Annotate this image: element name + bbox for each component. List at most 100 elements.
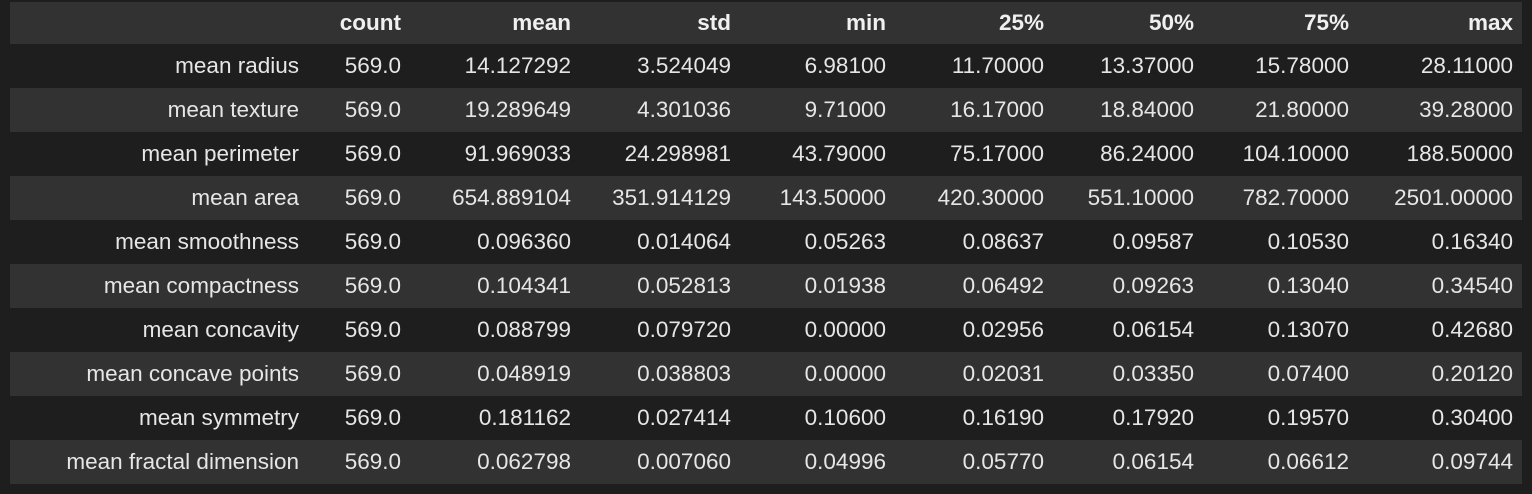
table-cell: 0.104341 [477,273,571,298]
table-cell: 0.00000 [804,361,886,386]
row-label: mean concave points [86,361,299,386]
table-cell: 0.05263 [804,229,886,254]
table-cell: 14.127292 [464,53,571,78]
table-cell: 569.0 [344,229,401,254]
row-label: mean fractal dimension [66,449,299,474]
table-row: mean perimeter 569.0 91.969033 24.298981 43.… [10,132,1522,176]
table-cell: 569.0 [344,53,401,78]
table-cell: 569.0 [344,141,401,166]
table-cell: 0.096360 [477,229,571,254]
row-label: mean smoothness [115,229,299,254]
table-cell: 11.70000 [951,53,1044,78]
table-cell: 569.0 [344,185,401,210]
describe-table: count mean std min 25% 50% 75% max mean radius 5… [10,2,1522,484]
table-cell: 0.088799 [477,317,571,342]
table-cell: 0.30400 [1431,405,1513,430]
table-cell: 0.038803 [637,361,731,386]
table-cell: 2501.00000 [1394,185,1513,210]
table-cell: 6.98100 [804,53,886,78]
table-cell: 569.0 [344,361,401,386]
table-cell: 43.79000 [792,141,886,166]
index-header [10,2,308,44]
table-cell: 0.13040 [1267,273,1349,298]
table-cell: 0.10530 [1267,229,1349,254]
table-cell: 86.24000 [1100,141,1194,166]
table-cell: 0.10600 [804,405,886,430]
row-label: mean compactness [103,273,299,298]
table-cell: 0.09744 [1431,449,1513,474]
table-cell: 13.37000 [1100,53,1194,78]
table-row: mean fractal dimension 569.0 0.062798 0.007… [10,440,1522,484]
table-cell: 0.062798 [477,449,571,474]
dataframe-output: count mean std min 25% 50% 75% max mean radius 5… [10,2,1522,484]
table-cell: 569.0 [344,273,401,298]
row-label: mean perimeter [141,141,299,166]
table-cell: 0.014064 [637,229,731,254]
table-cell: 188.50000 [1406,141,1513,166]
column-header: min [845,10,886,35]
table-cell: 0.01938 [804,273,886,298]
table-cell: 420.30000 [937,185,1044,210]
table-cell: 75.17000 [950,141,1044,166]
header-row: count mean std min 25% 50% 75% max [10,2,1522,44]
column-header: 50% [1148,10,1194,35]
table-cell: 782.70000 [1242,185,1349,210]
table-cell: 143.50000 [779,185,886,210]
column-header: 75% [1303,10,1349,35]
table-cell: 0.09587 [1112,229,1194,254]
table-cell: 91.969033 [464,141,571,166]
table-cell: 569.0 [344,97,401,122]
table-cell: 9.71000 [804,97,886,122]
table-cell: 0.13070 [1267,317,1349,342]
table-cell: 0.02031 [962,361,1044,386]
table-body: mean radius 569.0 14.127292 3.524049 6.98100… [10,44,1522,484]
table-cell: 18.84000 [1100,97,1194,122]
table-header: count mean std min 25% 50% 75% max [10,2,1522,44]
table-cell: 0.048919 [477,361,571,386]
table-cell: 15.78000 [1255,53,1349,78]
table-row: mean concavity 569.0 0.088799 0.079720 0.000… [10,308,1522,352]
table-row: mean compactness 569.0 0.104341 0.052813 0.0… [10,264,1522,308]
table-cell: 0.03350 [1112,361,1194,386]
column-header: max [1467,10,1513,35]
table-row: mean area 569.0 654.889104 351.914129 143.50… [10,176,1522,220]
table-row: mean radius 569.0 14.127292 3.524049 6.98100… [10,44,1522,88]
table-cell: 24.298981 [624,141,731,166]
table-row: mean texture 569.0 19.289649 4.301036 9.7100… [10,88,1522,132]
table-cell: 19.289649 [464,97,571,122]
table-cell: 0.052813 [637,273,731,298]
table-cell: 569.0 [344,449,401,474]
table-cell: 21.80000 [1255,97,1349,122]
table-cell: 654.889104 [452,185,571,210]
row-label: mean concavity [142,317,299,342]
table-cell: 3.524049 [637,53,731,78]
table-row: mean smoothness 569.0 0.096360 0.014064 0.05… [10,220,1522,264]
table-cell: 569.0 [344,405,401,430]
table-cell: 0.19570 [1267,405,1349,430]
table-cell: 569.0 [344,317,401,342]
table-cell: 0.027414 [637,405,731,430]
column-header: mean [512,10,571,35]
table-cell: 39.28000 [1419,97,1513,122]
table-cell: 351.914129 [612,185,731,210]
table-cell: 0.007060 [637,449,731,474]
table-cell: 0.00000 [804,317,886,342]
table-cell: 0.07400 [1267,361,1349,386]
table-cell: 551.10000 [1087,185,1194,210]
table-cell: 0.16340 [1431,229,1513,254]
table-cell: 0.42680 [1431,317,1513,342]
table-cell: 0.06154 [1112,317,1194,342]
table-cell: 28.11000 [1420,53,1513,78]
table-cell: 0.05770 [962,449,1044,474]
table-cell: 0.02956 [962,317,1044,342]
table-cell: 0.17920 [1112,405,1194,430]
table-cell: 0.20120 [1431,361,1513,386]
table-cell: 104.10000 [1242,141,1349,166]
row-label: mean area [191,185,299,210]
table-cell: 16.17000 [950,97,1044,122]
table-cell: 0.06492 [962,273,1044,298]
table-row: mean symmetry 569.0 0.181162 0.027414 0.1060… [10,396,1522,440]
row-label: mean texture [167,97,299,122]
table-cell: 0.06612 [1267,449,1349,474]
column-header: std [697,10,731,35]
